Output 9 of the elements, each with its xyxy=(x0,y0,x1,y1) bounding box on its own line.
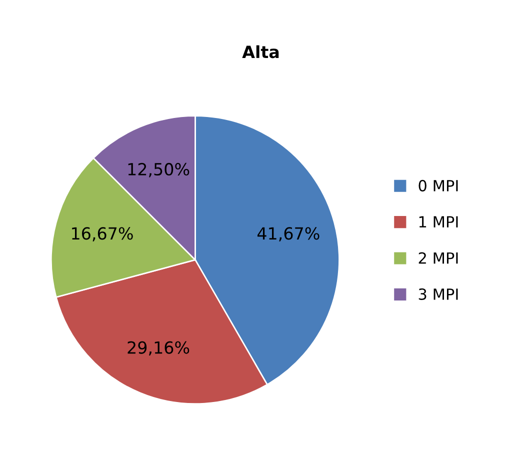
legend-label: 2 MPI xyxy=(418,252,458,264)
data-label: 29,16% xyxy=(128,341,190,356)
legend-label: 1 MPI xyxy=(419,216,458,228)
data-label: 41,67% xyxy=(257,227,320,242)
legend-label: 3 MPI xyxy=(418,288,458,300)
legend-label: 0 MPI xyxy=(418,180,458,192)
data-label: 16,67% xyxy=(72,227,133,242)
chart-title: Alta xyxy=(242,45,279,58)
data-label: 12,50% xyxy=(128,162,190,178)
